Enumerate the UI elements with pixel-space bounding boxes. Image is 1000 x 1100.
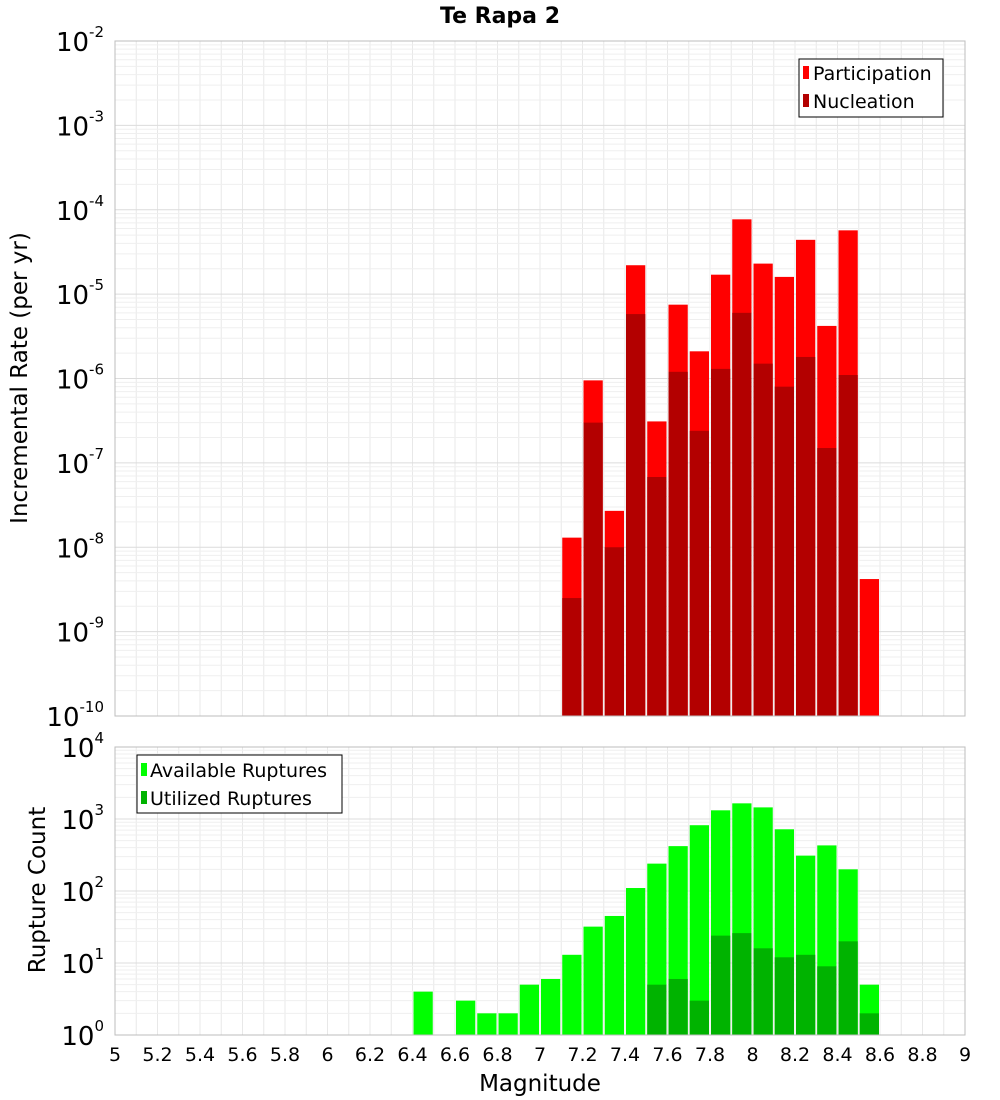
- y-tick-label: 10-5: [56, 276, 104, 311]
- x-tick-label: 6: [321, 1044, 333, 1066]
- bar-available-ruptures: [562, 954, 582, 1035]
- legend-swatch-available: [141, 763, 147, 776]
- bar-available-ruptures: [583, 926, 603, 1035]
- legend-swatch-participation: [803, 66, 809, 79]
- x-tick-label: 8: [746, 1044, 758, 1066]
- bars-ruptures: [413, 803, 879, 1035]
- bar-nucleation: [626, 314, 646, 716]
- y-tick-label: 10-3: [56, 107, 104, 142]
- x-tick-label: 8.8: [907, 1044, 937, 1066]
- bar-utilized-ruptures: [859, 1013, 879, 1035]
- chart-title: Te Rapa 2: [440, 4, 560, 29]
- bar-nucleation: [562, 598, 582, 716]
- bar-utilized-ruptures: [774, 957, 794, 1035]
- x-tick-label: 8.6: [865, 1044, 895, 1066]
- plot-frame-rate: [114, 40, 966, 717]
- x-tick-label: 6.6: [440, 1044, 470, 1066]
- y-tick-label: 10-4: [56, 192, 104, 227]
- legend-label-nucleation: Nucleation: [813, 91, 915, 113]
- bar-participation: [859, 579, 879, 716]
- y-tick-label: 10-9: [56, 614, 104, 649]
- x-tick-label: 7: [534, 1044, 546, 1066]
- y-tick-label: 101: [61, 945, 104, 980]
- x-tick-label: 8.4: [822, 1044, 852, 1066]
- x-tick-label: 5.4: [185, 1044, 215, 1066]
- legend-label-available: Available Ruptures: [150, 760, 327, 782]
- bar-available-ruptures: [541, 978, 561, 1035]
- y-tick-label: 10-10: [46, 698, 104, 733]
- y-axis-label-rupture-count: Rupture Count: [25, 807, 51, 973]
- x-tick-label: 5: [109, 1044, 121, 1066]
- x-tick-label: 5.2: [142, 1044, 172, 1066]
- y-axis-label-rate: Incremental Rate (per yr): [7, 232, 33, 524]
- bar-nucleation: [583, 422, 603, 716]
- legend-rate: Participation Nucleation: [798, 58, 944, 118]
- y-tick-label: 103: [61, 801, 104, 836]
- x-tick-label: 5.8: [270, 1044, 300, 1066]
- bar-nucleation: [647, 477, 667, 716]
- bar-nucleation: [711, 368, 731, 716]
- bar-available-ruptures: [477, 1013, 497, 1035]
- x-tick-label: 8.2: [780, 1044, 810, 1066]
- bars-rate: [562, 219, 879, 717]
- bar-utilized-ruptures: [668, 978, 688, 1035]
- bar-utilized-ruptures: [711, 935, 731, 1035]
- y-tick-label: 104: [61, 729, 104, 764]
- legend-ruptures: Available Ruptures Utilized Ruptures: [136, 754, 343, 814]
- x-tick-label: 6.4: [397, 1044, 427, 1066]
- bar-nucleation: [732, 312, 752, 716]
- bar-available-ruptures: [626, 888, 646, 1035]
- plot-frame-ruptures: [114, 746, 966, 1036]
- bar-available-ruptures: [456, 1000, 476, 1035]
- bar-nucleation: [838, 375, 858, 716]
- y-tick-label: 10-2: [56, 23, 104, 58]
- bar-utilized-ruptures: [796, 954, 816, 1035]
- y-tick-label: 10-7: [56, 445, 104, 480]
- bar-utilized-ruptures: [732, 933, 752, 1035]
- bar-nucleation: [753, 363, 773, 716]
- y-tick-label: 10-6: [56, 361, 104, 396]
- x-tick-label: 6.2: [355, 1044, 385, 1066]
- rate-panel: 10-10 10-9 10-8 10-7 10-6 10-5 10-4 10-3 10-2: [46, 23, 966, 733]
- x-tick-label: 7.6: [652, 1044, 682, 1066]
- x-tick-label: 7.2: [567, 1044, 597, 1066]
- bar-utilized-ruptures: [689, 1000, 709, 1035]
- x-tick-label: 9: [959, 1044, 971, 1066]
- x-tick-label: 7.4: [610, 1044, 640, 1066]
- bar-nucleation: [774, 386, 794, 716]
- bar-nucleation: [668, 371, 688, 716]
- bar-available-ruptures: [519, 984, 539, 1035]
- x-tick-label: 7.8: [695, 1044, 725, 1066]
- bar-utilized-ruptures: [817, 966, 837, 1035]
- bar-available-ruptures: [498, 1013, 518, 1035]
- bar-nucleation: [604, 547, 624, 716]
- bar-available-ruptures: [413, 991, 433, 1035]
- bar-available-ruptures: [689, 825, 709, 1035]
- grid-rate: [114, 41, 966, 717]
- legend-swatch-utilized: [141, 791, 147, 804]
- x-tick-label: 6.8: [482, 1044, 512, 1066]
- bar-nucleation: [796, 356, 816, 716]
- x-axis-label: Magnitude: [479, 1071, 601, 1097]
- legend-swatch-nucleation: [803, 94, 809, 107]
- bar-utilized-ruptures: [838, 941, 858, 1035]
- y-tick-label: 10-8: [56, 529, 104, 564]
- bar-nucleation: [689, 430, 709, 716]
- x-tick-label: 5.6: [227, 1044, 257, 1066]
- legend-label-participation: Participation: [813, 63, 932, 85]
- bar-utilized-ruptures: [753, 948, 773, 1035]
- bar-nucleation: [817, 448, 837, 716]
- legend-label-utilized: Utilized Ruptures: [150, 788, 312, 810]
- bar-utilized-ruptures: [647, 984, 667, 1035]
- y-tick-label: 100: [61, 1017, 104, 1052]
- bar-available-ruptures: [604, 915, 624, 1035]
- y-tick-label: 102: [61, 873, 104, 908]
